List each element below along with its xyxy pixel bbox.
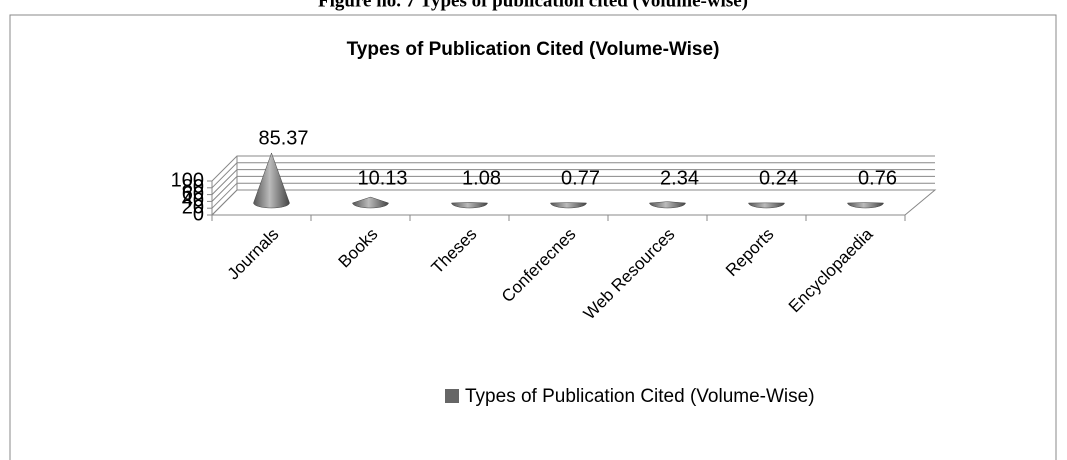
cone: [649, 201, 686, 209]
value-label: 1.08: [462, 167, 501, 189]
cone: [253, 152, 290, 209]
grid-line: [211, 175, 935, 202]
value-label: 0.77: [561, 167, 600, 189]
grid-line: [211, 182, 935, 209]
y-tick-label: 100: [171, 169, 204, 191]
chart-title: Types of Publication Cited (Volume-Wise): [347, 39, 720, 60]
cone: [847, 202, 884, 209]
value-label: 0.76: [858, 167, 897, 189]
cone: [550, 202, 587, 209]
cone: [451, 202, 488, 209]
cone: [748, 202, 785, 209]
cone: [352, 196, 389, 209]
value-label: 2.34: [660, 167, 699, 189]
grid-line: [211, 162, 935, 189]
y-tick-label: 80: [182, 176, 204, 198]
figure-caption: Figure no. 7 Types of publication cited …: [318, 0, 748, 11]
grid-line: [211, 155, 935, 182]
chart-border: [9, 14, 1057, 460]
value-label: 85.37: [258, 127, 308, 149]
legend-label: Types of Publication Cited (Volume-Wise): [465, 386, 815, 407]
grid-line: [211, 189, 935, 216]
grid-line: [211, 169, 935, 195]
y-tick-label: 40: [182, 190, 204, 212]
y-tick-label: 0: [193, 203, 204, 225]
y-tick-label: 60: [182, 183, 204, 205]
y-tick-label: 20: [182, 196, 204, 218]
legend-swatch: [445, 389, 459, 403]
value-label: 10.13: [357, 167, 407, 189]
value-label: 0.24: [759, 167, 798, 189]
